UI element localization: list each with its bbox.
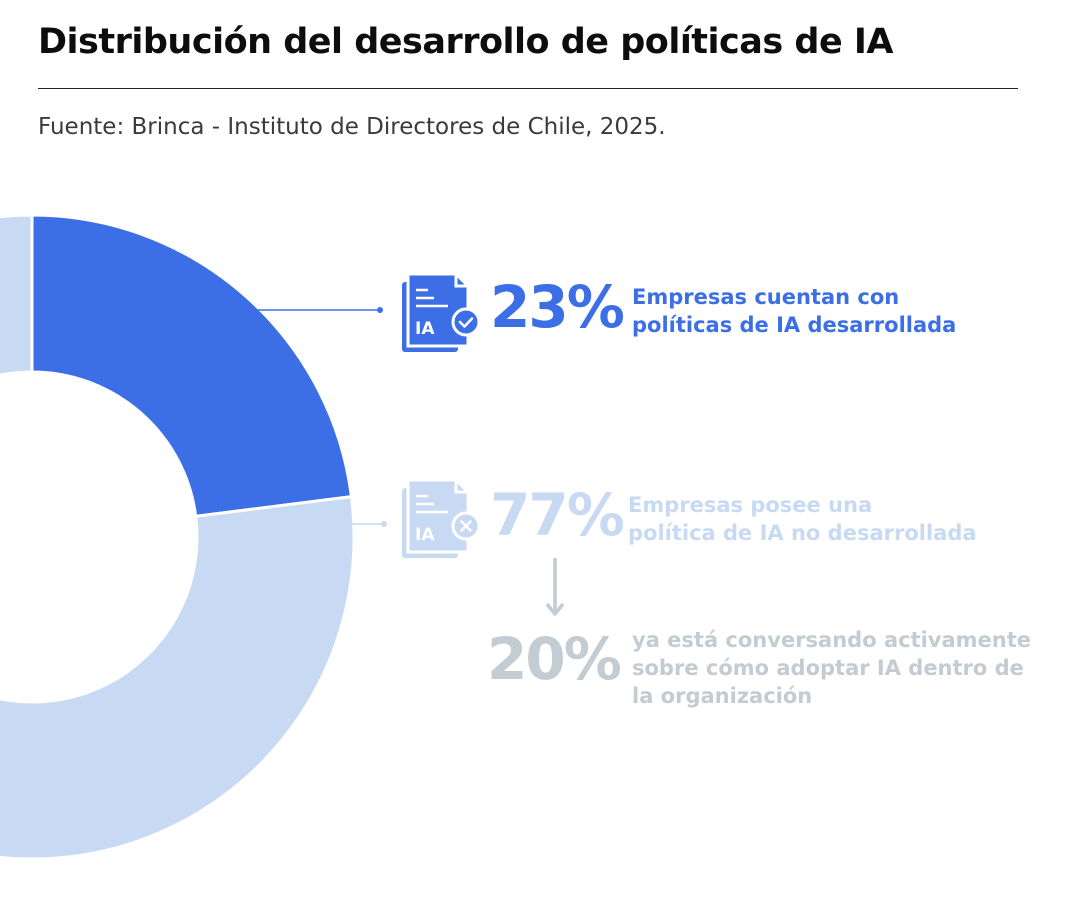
leader-line-developed-dot (377, 307, 383, 313)
description-conversing: ya está conversando activamente sobre có… (632, 626, 1031, 710)
leader-line-not-developed-dot (381, 521, 387, 527)
source-note: Fuente: Brinca - Instituto de Directores… (38, 114, 666, 140)
value-label-not-developed: 77% (490, 481, 625, 549)
description-line: sobre cómo adoptar IA dentro de (632, 656, 1024, 680)
description-line: Empresas cuentan con (632, 285, 900, 309)
title-divider (38, 88, 1018, 89)
description-developed: Empresas cuentan con políticas de IA des… (632, 283, 956, 339)
description-line: Empresas posee una (628, 493, 873, 517)
document-x-icon: IA (402, 478, 480, 558)
description-line: políticas de IA desarrollada (632, 313, 957, 337)
icon-label: IA (415, 319, 435, 339)
icon-label: IA (415, 525, 435, 545)
slice-not-developed (0, 213, 356, 861)
description-line: política de IA no desarrollada (628, 521, 977, 545)
description-line: ya está conversando activamente (632, 628, 1032, 652)
description-not-developed: Empresas posee una política de IA no des… (628, 491, 977, 547)
value-label-developed: 23% (490, 273, 625, 341)
value-label-conversing: 20% (487, 625, 622, 693)
chart-title: Distribución del desarrollo de políticas… (38, 22, 894, 62)
slice-developed (30, 213, 354, 518)
arrow-down-icon (545, 558, 565, 616)
document-check-icon: IA (402, 272, 480, 352)
description-line: la organización (632, 684, 813, 708)
